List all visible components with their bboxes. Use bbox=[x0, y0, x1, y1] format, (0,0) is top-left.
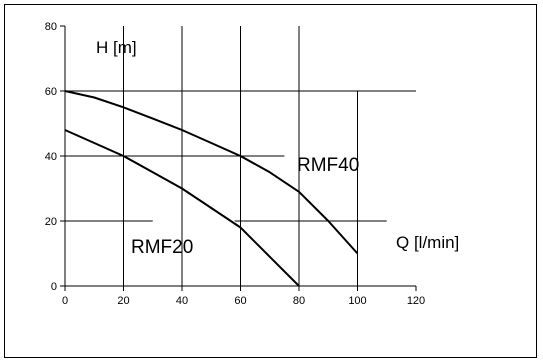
x-tick-label-20: 20 bbox=[117, 295, 129, 307]
y-tick-label-0: 0 bbox=[51, 281, 57, 293]
x-tick-label-40: 40 bbox=[176, 295, 188, 307]
pump-curve-chart: 0 20 40 60 80 0 20 40 60 80 100 120 H [m] Q [l/min]… bbox=[45, 21, 460, 307]
axis-layer: 0 20 40 60 80 0 20 40 60 80 100 120 bbox=[45, 21, 425, 307]
series-line-rmf40 bbox=[64, 90, 359, 255]
x-tick-label-100: 100 bbox=[348, 295, 366, 307]
y-tick-label-80: 80 bbox=[45, 21, 57, 33]
series-label-rmf40: RMF40 bbox=[297, 155, 359, 176]
chart-frame: 0 20 40 60 80 0 20 40 60 80 100 120 H [m] Q [l/min]… bbox=[4, 4, 537, 358]
series-label-rmf20: RMF20 bbox=[131, 237, 193, 258]
x-tick-label-120: 120 bbox=[407, 295, 425, 307]
y-tick-label-60: 60 bbox=[45, 86, 57, 98]
x-axis-label: Q [l/min] bbox=[396, 233, 459, 252]
y-tick-label-40: 40 bbox=[45, 151, 57, 163]
x-tick-label-0: 0 bbox=[62, 295, 68, 307]
y-axis-label: H [m] bbox=[96, 38, 137, 57]
series-line-rmf20 bbox=[64, 129, 300, 287]
series-layer bbox=[64, 90, 359, 287]
y-tick-label-20: 20 bbox=[45, 216, 57, 228]
x-tick-label-60: 60 bbox=[234, 295, 246, 307]
x-tick-label-80: 80 bbox=[293, 295, 305, 307]
